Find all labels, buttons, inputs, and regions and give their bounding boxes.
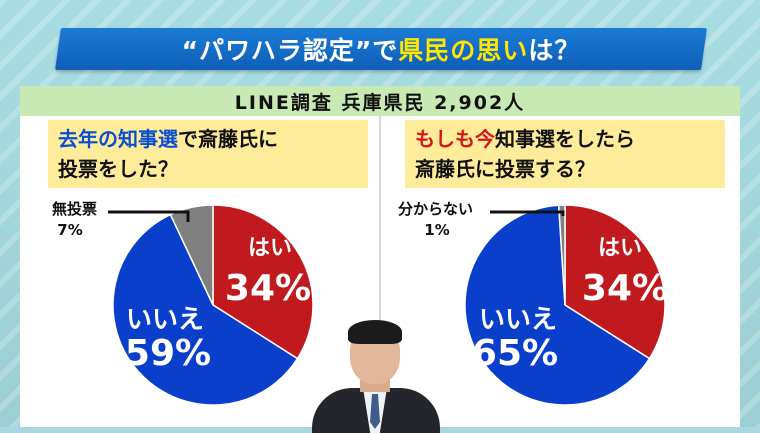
question-1-text: で斎藤氏に bbox=[178, 127, 278, 151]
pie-1-other-label: 無投票 bbox=[52, 200, 97, 218]
pie-1-yes-label: はい bbox=[248, 236, 292, 261]
pie-2-other-label: 分からない bbox=[398, 200, 473, 218]
question-2-line-2: 斎藤氏に投票する？ bbox=[415, 157, 595, 181]
pie-1-no-label: いいえ bbox=[126, 305, 204, 335]
pie-1-other-value: 7% bbox=[57, 221, 82, 239]
title-highlight: 県民の思い bbox=[398, 36, 529, 65]
pie-1-leader-line bbox=[108, 210, 190, 222]
question-2-line-1: もしも今知事選をしたら bbox=[415, 124, 725, 154]
title-part-1: “パワハラ認定”で bbox=[181, 36, 399, 65]
question-1-box: 去年の知事選で斎藤氏に 投票をした？ bbox=[48, 120, 368, 188]
page-title: “パワハラ認定”で 県民の思い は？ bbox=[58, 28, 704, 70]
pie-2-no-label: いいえ bbox=[479, 305, 557, 335]
survey-caption: LINE調査 兵庫県民 2,902人 bbox=[20, 86, 740, 116]
panel-divider bbox=[379, 116, 381, 427]
pie-1-yes-value: 34% bbox=[225, 268, 311, 309]
pie-1-slice-2 bbox=[112, 213, 299, 406]
question-2-text: 知事選をしたら bbox=[495, 127, 635, 151]
pie-1-slice-3 bbox=[169, 204, 214, 306]
title-part-3: は？ bbox=[528, 36, 581, 65]
pie-1-no-value: 59% bbox=[125, 333, 211, 374]
pie-2-other-value: 1% bbox=[424, 221, 449, 239]
pie-2-slice-3 bbox=[557, 204, 566, 306]
pie-2-no-value: 65% bbox=[472, 333, 558, 374]
pie-2-slice-2 bbox=[464, 204, 651, 406]
question-2-box: もしも今知事選をしたら 斎藤氏に投票する？ bbox=[405, 120, 725, 188]
question-1-line-2: 投票をした？ bbox=[58, 157, 178, 181]
pie-2-yes-label: はい bbox=[598, 236, 642, 261]
presenter bbox=[300, 318, 450, 433]
question-1-line-1: 去年の知事選で斎藤氏に bbox=[58, 124, 368, 154]
pie-2-leader-line bbox=[490, 210, 565, 216]
presenter-hair bbox=[348, 320, 402, 344]
pie-2-yes-value: 34% bbox=[582, 268, 668, 309]
question-2-highlight: もしも今 bbox=[415, 127, 495, 151]
question-1-highlight: 去年の知事選 bbox=[58, 127, 178, 151]
presenter-tie bbox=[370, 394, 380, 429]
